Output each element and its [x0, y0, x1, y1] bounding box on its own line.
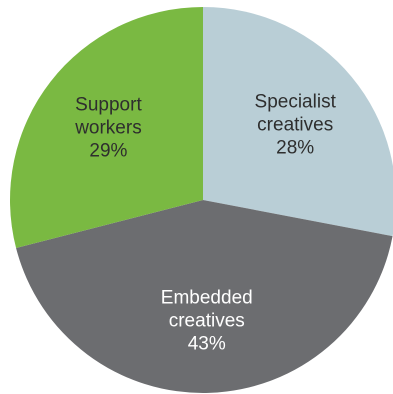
slice-category-label: workers	[74, 118, 142, 139]
pie-slice-specialist-creatives	[203, 7, 393, 237]
pie-slice-support-workers	[9, 7, 204, 248]
slice-category-label: creatives	[257, 115, 333, 136]
slice-value-label: 43%	[188, 334, 226, 355]
slice-category-label: creatives	[169, 311, 245, 332]
slice-label-support-workers: Support workers 29%	[74, 95, 142, 162]
slice-category-label: Specialist	[255, 92, 337, 113]
slice-category-label: Support	[75, 95, 142, 116]
slice-value-label: 28%	[276, 138, 314, 159]
slice-label-embedded-creatives: Embedded creatives 43%	[161, 288, 253, 355]
slice-category-label: Embedded	[161, 288, 253, 309]
pie-slice-embedded-creatives	[16, 200, 393, 394]
slice-value-label: 29%	[89, 141, 127, 162]
slice-label-specialist-creatives: Specialist creatives 28%	[255, 92, 337, 159]
